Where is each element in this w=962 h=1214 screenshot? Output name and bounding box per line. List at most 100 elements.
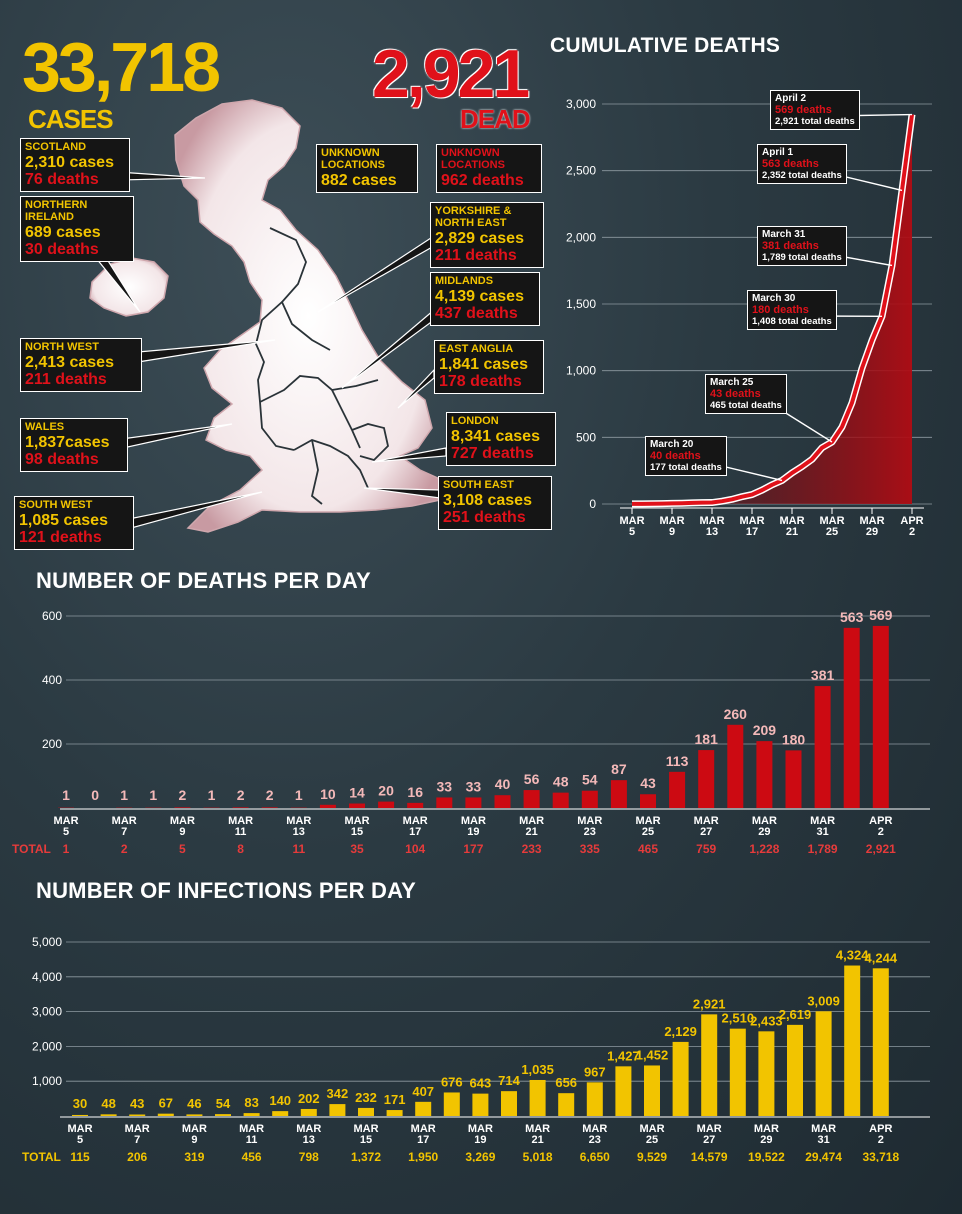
bar — [701, 1014, 718, 1116]
cumulative-total: 319 — [184, 1150, 204, 1162]
bar-value-label: 656 — [555, 1075, 577, 1090]
bar-value-label: 56 — [524, 771, 540, 787]
cum-annotation: March 25 43 deaths 465 total deaths — [705, 374, 787, 415]
infections-per-day-chart: 1,000 2,000 3,000 4,000 5,000 30 48 43 67 46 54 83 1… — [22, 935, 930, 1162]
region-name: SOUTH EAST — [443, 479, 514, 491]
total-dead-number: 2,921 — [372, 36, 530, 112]
bar — [415, 1101, 432, 1116]
bar — [261, 807, 278, 808]
x-tick: MAR 19 — [468, 1123, 493, 1146]
region-deaths: 437 deaths — [435, 305, 518, 323]
cumulative-total: 798 — [299, 1150, 319, 1162]
region-deaths: 727 deaths — [451, 445, 534, 463]
bar-value-label: 2 — [179, 787, 187, 803]
deaths-per-day-title: NUMBER OF DEATHS PER DAY — [36, 568, 371, 593]
bar-value-label: 714 — [498, 1073, 520, 1088]
callout-south-west: SOUTH WEST 1,085 cases 121 deaths — [14, 496, 134, 551]
y-tick: 1,000 — [32, 1074, 62, 1088]
region-cases: 1,841 cases — [439, 355, 528, 373]
region-cases: 2,413 cases — [25, 353, 114, 371]
bar-value-label: 3,009 — [807, 993, 840, 1008]
bar-value-label: 569 — [869, 607, 893, 623]
cumulative-total: 759 — [696, 842, 716, 856]
bar — [443, 1092, 460, 1116]
bar-value-label: 1 — [149, 787, 157, 803]
region-name: UNKNOWN LOCATIONS — [321, 147, 385, 171]
cum-y-tick: 2,500 — [566, 164, 596, 178]
ann-date: March 25 — [710, 377, 754, 388]
bar — [407, 802, 424, 808]
y-tick: 2,000 — [32, 1039, 62, 1053]
bar-value-label: 4,244 — [865, 950, 898, 965]
x-tick: MAR 23 — [577, 815, 602, 838]
bar — [494, 795, 511, 808]
bar-value-label: 260 — [724, 706, 748, 722]
bar-value-label: 342 — [327, 1086, 349, 1101]
callout-unknown-deaths: UNKNOWN LOCATIONS 962 deaths — [436, 144, 542, 194]
ann-deaths: 43 deaths — [710, 388, 761, 401]
bar — [872, 625, 889, 808]
cumulative-total: 35 — [350, 842, 364, 856]
x-tick: MAR 5 — [53, 815, 78, 838]
bar-value-label: 10 — [320, 786, 336, 802]
bar-value-label: 113 — [666, 753, 689, 769]
bar — [157, 1113, 174, 1116]
bar-value-label: 1,427 — [607, 1048, 640, 1063]
x-tick: MAR 21 — [525, 1123, 550, 1146]
bar-value-label: 1 — [62, 787, 70, 803]
bar-value-label: 1,452 — [636, 1047, 669, 1062]
region-name: YORKSHIRE & NORTH EAST — [435, 205, 512, 229]
bar-value-label: 43 — [130, 1096, 144, 1111]
region-name: NORTHERN IRELAND — [25, 199, 88, 223]
bar-value-label: 381 — [811, 667, 835, 683]
cum-x-tick: APR 2 — [900, 515, 923, 538]
cum-y-tick: 1,000 — [566, 364, 596, 378]
x-tick: APR 2 — [869, 1123, 892, 1146]
x-tick: MAR 27 — [694, 815, 719, 838]
bar — [436, 797, 453, 808]
ann-total: 465 total deaths — [710, 399, 782, 411]
bar-value-label: 33 — [466, 778, 482, 794]
bar-value-label: 54 — [216, 1096, 231, 1111]
bar — [300, 1108, 317, 1116]
bar — [501, 1091, 517, 1116]
cum-x-tick: MAR 29 — [859, 515, 884, 538]
cumulative-total: 456 — [242, 1150, 262, 1162]
x-tick: MAR 25 — [635, 815, 660, 838]
bar-value-label: 20 — [378, 783, 394, 799]
bar — [174, 807, 191, 808]
cumulative-total: 33,718 — [862, 1150, 899, 1162]
region-name: SCOTLAND — [25, 141, 87, 153]
ann-total: 1,789 total deaths — [762, 251, 842, 263]
bar — [558, 1093, 575, 1116]
callout-yorkshire-north-east: YORKSHIRE & NORTH EAST 2,829 cases 211 d… — [430, 202, 544, 269]
bar-value-label: 43 — [640, 775, 656, 791]
bar — [758, 1031, 775, 1116]
cumulative-total: 3,269 — [465, 1150, 495, 1162]
bar-value-label: 83 — [244, 1095, 258, 1110]
bar — [358, 1107, 374, 1116]
bar-value-label: 2,129 — [664, 1024, 697, 1039]
great-britain-shape — [174, 99, 443, 533]
bar-value-label: 2 — [237, 787, 245, 803]
ann-date: March 30 — [752, 293, 796, 304]
bar-value-label: 1 — [295, 787, 303, 803]
x-tick: MAR 31 — [811, 1123, 836, 1146]
bar — [615, 1066, 632, 1116]
bar — [581, 790, 598, 808]
cum-y-tick: 2,000 — [566, 230, 596, 244]
ann-total: 1,408 total deaths — [752, 315, 832, 327]
x-tick: MAR 15 — [344, 815, 369, 838]
x-tick: MAR 31 — [810, 815, 835, 838]
bar-value-label: 48 — [553, 774, 569, 790]
bar-value-label: 40 — [495, 776, 511, 792]
bar — [523, 790, 540, 808]
bar — [129, 1114, 146, 1116]
bar — [329, 1104, 346, 1116]
ann-deaths: 563 deaths — [762, 158, 819, 171]
bar-value-label: 1 — [208, 787, 216, 803]
total-label: TOTAL — [22, 1150, 61, 1162]
bar-value-label: 563 — [840, 609, 864, 625]
bar — [465, 797, 482, 808]
callout-south-east: SOUTH EAST 3,108 cases 251 deaths — [438, 476, 552, 531]
